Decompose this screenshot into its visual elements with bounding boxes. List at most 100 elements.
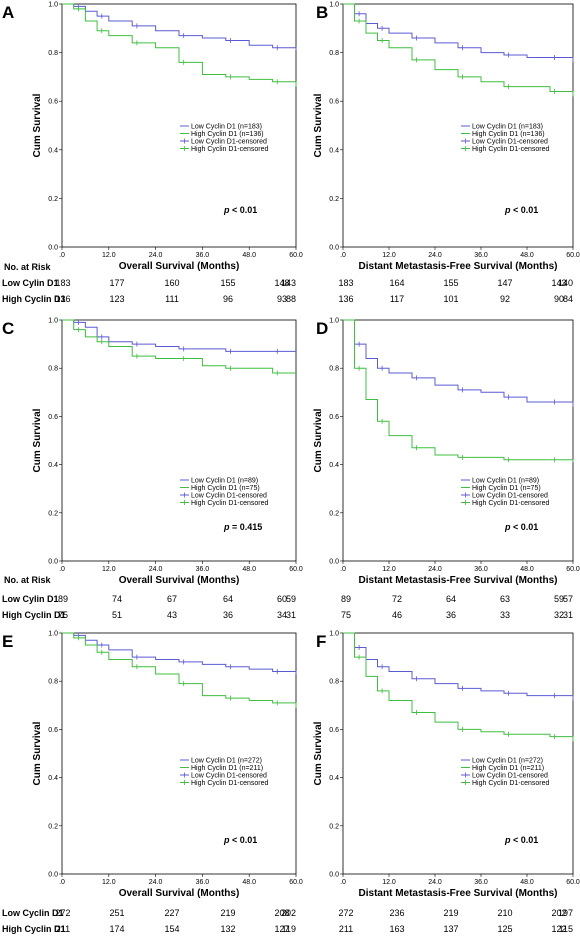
panel-f-risk-value: 202 [551,908,566,918]
panel-f-ytick-label: 0.4 [329,775,339,782]
panel-e-ytick-label: 0.0 [48,872,58,879]
panel-e-p-value: p < 0.01 [223,835,257,845]
panel-d-ytick-label: 0.0 [329,559,339,566]
panel-c-ytick-label: 1.0 [48,318,58,325]
panel-b-legend-item: High Cyclin D1-censored [472,146,550,153]
panel-d-xtick-label: 12.0 [382,566,396,573]
panel-e-risk-row-label: Low Cyclin D1 [2,908,64,918]
panel-a-xtick-label: 48.0 [242,252,256,259]
panel-f-risk-value: 125 [497,924,512,934]
panel-e-risk-value: 174 [109,924,124,934]
panel-a-legend-item: Low Cyclin D1 (n=183) [191,124,262,131]
panel-f-risk-value: 163 [389,924,404,934]
panel-b-xtick-label: .0 [340,252,346,259]
panel-b-risk-value: 155 [443,278,458,288]
panel-d-label: D [316,319,328,338]
panel-c-xtick-label: 36.0 [196,566,210,573]
panel-d-y-axis-title: Cum Survival [313,408,324,472]
panel-a-ytick-label: 0.8 [48,50,58,57]
panel-c-xtick-label: .0 [59,566,65,573]
panel-c-xtick-label: 12.0 [102,566,116,573]
panel-a-xtick-label: 12.0 [102,252,116,259]
panel-d-p-value: p < 0.01 [504,522,538,532]
panel-d-legend-item: High Cyclin D1 (n=75) [472,485,541,492]
panel-c-risk-value: 60 [277,594,287,604]
panel-a-ytick-label: 0.6 [48,99,58,106]
panel-e-legend-item: Low Cyclin D1-censored [191,773,267,780]
panel-b-xtick-label: 36.0 [474,252,488,259]
panel-a-risk-value: 177 [109,278,124,288]
panel-d-frame [342,319,574,562]
panel-a-legend-item: Low Cyclin D1-censored [191,139,267,146]
panel-f-risk-value: 115 [559,924,573,934]
panel-c-risk-value: 75 [58,610,68,620]
panel-c-risk-value: 59 [286,594,296,604]
panel-f-risk-value: 236 [389,908,404,918]
panel-e-ytick-label: 0.6 [48,727,58,734]
panel-e-ytick-label: 1.0 [48,631,58,638]
panel-c-risk-value: 34 [277,610,287,620]
panel-d-risk-value: 31 [563,610,573,620]
panel-a-label: A [2,3,14,22]
panel-f-legend-item: High Cyclin D1-censored [472,780,550,787]
panel-c-legend-item: Low Cyclin D1 (n=89) [191,478,258,485]
panel-d-ytick-label: 0.6 [329,414,339,421]
panel-a-risk-value: 136 [55,294,70,304]
panel-b-ytick-label: 0.2 [329,196,339,203]
panel-d-risk-value: 89 [341,594,351,604]
panel-f-ytick-label: 0.8 [329,679,339,686]
panel-e-risk-value: 119 [282,924,296,934]
panel-f-xtick-label: 36.0 [474,879,488,886]
panel-e-risk-value: 211 [56,924,70,934]
panel-c-ytick-label: 0.4 [48,462,58,469]
panel-b-xtick-label: 60.0 [566,252,580,259]
panel-f-ytick-label: 1.0 [329,631,339,638]
panel-a-risk-value: 123 [109,294,124,304]
panel-f-xtick-label: 48.0 [520,879,534,886]
panel-a-risk-value: 160 [164,278,179,288]
panel-e-risk-value: 127 [274,924,289,934]
panel-c-ytick-label: 0.0 [48,559,58,566]
panel-f-legend-item: Low Cyclin D1 (n=272) [472,758,543,765]
panel-d-risk-value: 36 [446,610,456,620]
panel-b-legend-item: Low Cyclin D1-censored [472,139,548,146]
panel-d-series-high-line [343,319,574,463]
panel-a-p-value: p < 0.01 [223,205,257,215]
panel-e-label: E [2,632,13,651]
panel-e-risk-value: 202 [281,908,296,918]
panel-b-xtick-label: 24.0 [428,252,442,259]
panel-d-risk-value: 59 [554,594,564,604]
panel-a-risk-row-label: High Cyclin D1 [2,294,66,304]
panel-b-ytick-label: 1.0 [329,2,339,9]
panel-f-xtick-label: .0 [340,879,346,886]
panel-e-series-low-line [62,632,297,674]
panel-d-xtick-label: 60.0 [566,566,580,573]
panel-e-ytick-label: 0.4 [48,775,58,782]
panel-e-risk-value: 251 [109,908,124,918]
panel-b-risk-value: 101 [443,294,458,304]
panel-b-p-value: p < 0.01 [504,205,538,215]
panel-a-risk-value: 148 [274,278,289,288]
panel-f-ytick-label: 0.0 [329,872,339,879]
panel-c-risk-row-label: Low Cylin D1 [2,594,59,604]
panel-d-ytick-label: 1.0 [329,318,339,325]
panel-a-x-axis-title: Overall Survival (Months) [119,261,240,272]
panel-c-risk-value: 74 [112,594,122,604]
panel-b-risk-value: 136 [338,294,353,304]
panel-a-series-high-line [62,3,297,87]
panel-a-risk-row-label: Low Cylin D1 [2,278,59,288]
panel-e-xtick-label: 60.0 [289,879,303,886]
panel-f-ytick-label: 0.6 [329,727,339,734]
panel-b-risk-value: 143 [551,278,566,288]
panel-c-y-axis-title: Cum Survival [32,408,43,472]
panel-e-x-axis-title: Overall Survival (Months) [119,888,240,899]
panel-f-xtick-label: 12.0 [382,879,396,886]
panel-d-risk-value: 57 [563,594,573,604]
panel-b-risk-value: 183 [338,278,353,288]
panel-e-risk-value: 132 [220,924,235,934]
panel-b-ytick-label: 0.0 [329,245,339,252]
panel-d-risk-value: 33 [500,610,510,620]
panel-a-risk-value: 96 [223,294,233,304]
panel-a-frame [61,3,297,248]
panel-c-legend-item: Low Cyclin D1-censored [191,493,267,500]
